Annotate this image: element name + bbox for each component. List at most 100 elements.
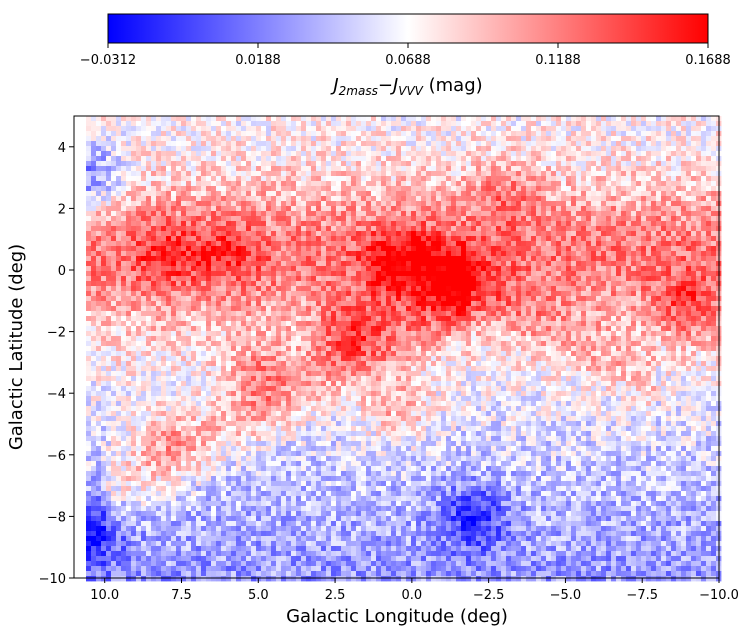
heatmap-cell — [321, 266, 327, 272]
heatmap-cell — [566, 206, 572, 212]
heatmap-cell — [136, 196, 142, 202]
heatmap-cell — [611, 256, 617, 262]
heatmap-cell — [276, 266, 282, 272]
heatmap-cell — [606, 301, 612, 307]
heatmap-cell — [186, 266, 192, 272]
heatmap-cell — [151, 276, 157, 282]
heatmap-cell — [516, 206, 522, 212]
heatmap-cell — [331, 191, 337, 197]
heatmap-cell — [636, 156, 642, 162]
heatmap-cell — [336, 301, 342, 307]
heatmap-cell — [601, 181, 607, 187]
heatmap-cell — [646, 251, 652, 257]
heatmap-cell — [496, 236, 502, 242]
heatmap-cell — [336, 226, 342, 232]
heatmap-cell — [446, 261, 452, 267]
heatmap-cell — [126, 126, 132, 132]
heatmap-cell — [146, 276, 152, 282]
heatmap-cell — [581, 271, 587, 277]
heatmap-cell — [151, 171, 157, 177]
heatmap-cell — [141, 176, 147, 182]
heatmap-cell — [156, 256, 162, 262]
heatmap-cell — [201, 266, 207, 272]
heatmap-cell — [666, 171, 672, 177]
heatmap-cell — [386, 201, 392, 207]
heatmap-cell — [306, 136, 312, 142]
heatmap-cell — [351, 241, 357, 247]
heatmap-cell — [256, 276, 262, 282]
heatmap-cell — [301, 261, 307, 267]
heatmap-cell — [211, 146, 217, 152]
heatmap-cell — [191, 226, 197, 232]
heatmap-cell — [251, 301, 257, 307]
heatmap-cell — [506, 136, 512, 142]
heatmap-cell — [556, 306, 562, 312]
heatmap-cell — [591, 276, 597, 282]
heatmap-cell — [246, 166, 252, 172]
heatmap-cell — [356, 306, 362, 312]
heatmap-cell — [561, 286, 567, 292]
heatmap-cell — [196, 191, 202, 197]
heatmap-cell — [271, 186, 277, 192]
heatmap-cell — [366, 271, 372, 277]
heatmap-cell — [566, 131, 572, 137]
heatmap-cell — [621, 186, 627, 192]
heatmap-cell — [166, 141, 172, 147]
heatmap-cell — [166, 211, 172, 217]
heatmap-cell — [261, 121, 267, 127]
heatmap-cell — [406, 271, 412, 277]
heatmap-cell — [596, 251, 602, 257]
heatmap-cell — [246, 301, 252, 307]
heatmap-cell — [121, 261, 127, 267]
heatmap-cell — [201, 141, 207, 147]
heatmap-cell — [251, 131, 257, 137]
heatmap-cell — [591, 126, 597, 132]
heatmap-cell — [296, 286, 302, 292]
heatmap-cell — [596, 121, 602, 127]
heatmap-cell — [406, 116, 412, 122]
heatmap-cell — [371, 291, 377, 297]
heatmap-cell — [281, 276, 287, 282]
heatmap-cell — [571, 186, 577, 192]
heatmap-cell — [246, 201, 252, 207]
heatmap-cell — [356, 126, 362, 132]
heatmap-cell — [306, 116, 312, 122]
heatmap-cell — [456, 136, 462, 142]
heatmap-cell — [416, 276, 422, 282]
heatmap-cell — [381, 301, 387, 307]
heatmap-cell — [306, 241, 312, 247]
heatmap-cell — [166, 161, 172, 167]
heatmap-cell — [386, 276, 392, 282]
heatmap-cell — [296, 291, 302, 297]
heatmap-cell — [376, 286, 382, 292]
heatmap-cell — [596, 126, 602, 132]
heatmap-cell — [91, 196, 97, 202]
heatmap-cell — [321, 166, 327, 172]
heatmap-cell — [266, 301, 272, 307]
heatmap-cell — [541, 221, 547, 227]
heatmap-cell — [266, 266, 272, 272]
heatmap-cell — [231, 126, 237, 132]
heatmap-cell — [431, 286, 437, 292]
heatmap-cell — [686, 256, 692, 262]
heatmap-cell — [181, 251, 187, 257]
heatmap-cell — [611, 276, 617, 282]
heatmap-cell — [601, 186, 607, 192]
heatmap-cell — [366, 121, 372, 127]
heatmap-cell — [286, 126, 292, 132]
heatmap-cell — [326, 276, 332, 282]
heatmap-cell — [106, 201, 112, 207]
heatmap-cell — [446, 196, 452, 202]
heatmap-cell — [226, 161, 232, 167]
heatmap-cell — [161, 211, 167, 217]
heatmap-cell — [336, 221, 342, 227]
heatmap-cell — [316, 281, 322, 287]
heatmap-cell — [606, 166, 612, 172]
heatmap-cell — [171, 216, 177, 222]
heatmap-cell — [681, 201, 687, 207]
heatmap-cell — [341, 206, 347, 212]
heatmap-cell — [676, 176, 682, 182]
heatmap-cell — [501, 236, 507, 242]
heatmap-cell — [361, 251, 367, 257]
heatmap-cell — [296, 126, 302, 132]
